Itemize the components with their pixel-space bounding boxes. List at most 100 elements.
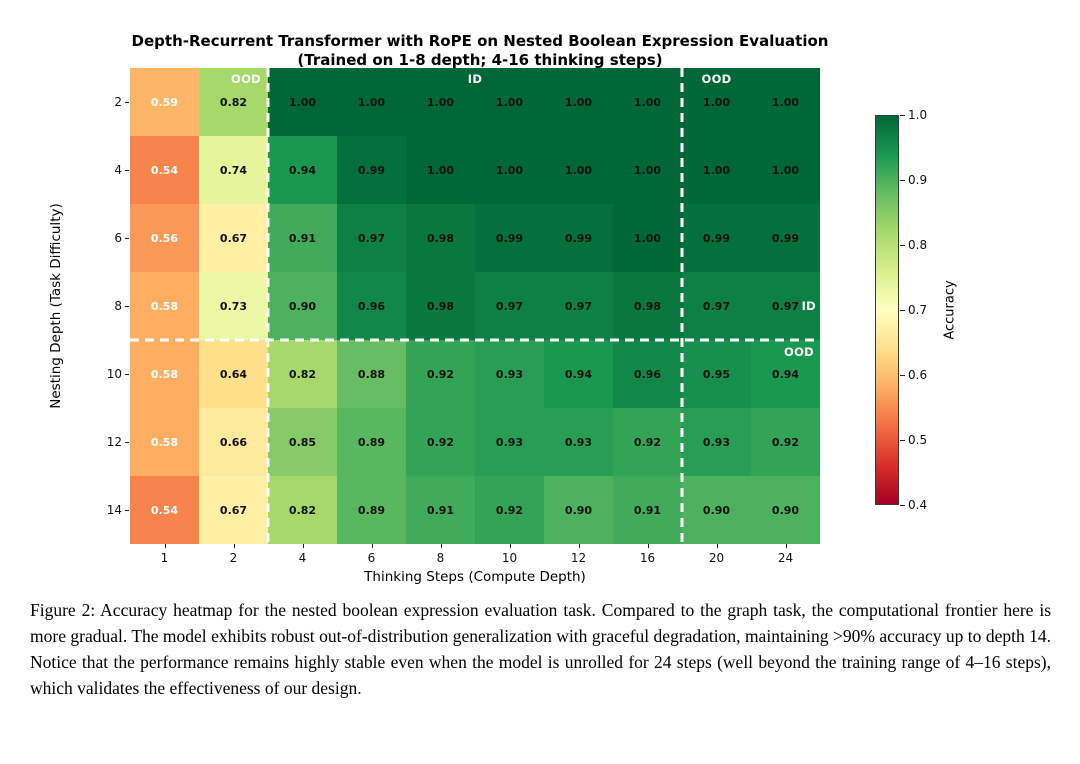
x-tick-mark <box>233 544 235 548</box>
y-tick-labels: 2 4 6 8 10 12 14 <box>82 68 122 544</box>
caption-text: Accuracy heatmap for the nested boolean … <box>30 600 1052 698</box>
colorbar-tick-label: 0.4 <box>908 498 928 512</box>
heatmap-cell: 0.99 <box>751 204 820 272</box>
accuracy-heatmap: 0.59 0.82 1.00 1.00 1.00 1.00 1.00 1.00 1.00 1.00… <box>130 68 820 544</box>
heatmap-cell: 0.73 <box>199 272 268 340</box>
colorbar-label: Accuracy <box>942 280 958 340</box>
heatmap-cell: 0.94 <box>544 340 613 408</box>
x-tick-labels: 1 2 4 6 8 10 12 16 20 24 <box>130 551 820 567</box>
x-tick-label: 1 <box>160 551 169 565</box>
heatmap-cell: 1.00 <box>544 68 613 136</box>
heatmap-cell: 0.97 <box>475 272 544 340</box>
chart-title: Depth-Recurrent Transformer with RoPE on… <box>132 32 829 70</box>
heatmap-cell: 0.82 <box>199 68 268 136</box>
x-tick-label: 6 <box>367 551 376 565</box>
heatmap-cell: 0.64 <box>199 340 268 408</box>
figure-caption: Figure 2: Accuracy heatmap for the neste… <box>30 597 1051 701</box>
heatmap-cell: 0.97 <box>544 272 613 340</box>
colorbar-tick-mark <box>900 375 905 376</box>
x-tick-label: 2 <box>229 551 238 565</box>
heatmap-cell: 0.92 <box>475 476 544 544</box>
heatmap-cell: 1.00 <box>268 68 337 136</box>
heatmap-cell: 0.74 <box>199 136 268 204</box>
heatmap-cell: 0.91 <box>268 204 337 272</box>
heatmap-cell: 0.94 <box>268 136 337 204</box>
colorbar-tick-label: 0.6 <box>908 368 928 382</box>
heatmap-cell: 0.67 <box>199 204 268 272</box>
heatmap-cell: 0.99 <box>475 204 544 272</box>
x-tick-label: 4 <box>298 551 307 565</box>
heatmap-cell: 0.92 <box>751 408 820 476</box>
heatmap-cell: 0.99 <box>682 204 751 272</box>
heatmap-cell: 0.89 <box>337 476 406 544</box>
x-tick-label: 10 <box>501 551 518 565</box>
heatmap-cell: 0.56 <box>130 204 199 272</box>
heatmap-cell: 0.90 <box>751 476 820 544</box>
heatmap-cell: 1.00 <box>751 136 820 204</box>
heatmap-cell: 0.97 <box>751 272 820 340</box>
heatmap-cell: 0.90 <box>682 476 751 544</box>
heatmap-cell: 0.93 <box>475 408 544 476</box>
y-tick-mark <box>125 374 129 375</box>
y-tick-label: 8 <box>114 299 122 313</box>
heatmap-cell: 1.00 <box>475 68 544 136</box>
x-tick-mark <box>164 544 166 548</box>
y-axis-label: Nesting Depth (Task Difficulty) <box>48 203 64 409</box>
colorbar-tick-mark <box>900 180 905 181</box>
heatmap-cell: 0.96 <box>613 340 682 408</box>
heatmap-cell: 0.93 <box>475 340 544 408</box>
colorbar-tick-label: 1.0 <box>908 108 928 122</box>
heatmap-cell: 0.90 <box>544 476 613 544</box>
heatmap-cell: 0.92 <box>406 408 475 476</box>
x-tick-mark <box>716 544 718 548</box>
heatmap-cell: 0.92 <box>613 408 682 476</box>
y-tick-label: 14 <box>106 503 122 517</box>
colorbar-tick-mark <box>900 310 905 311</box>
x-tick-label: 12 <box>570 551 587 565</box>
heatmap-cell: 0.58 <box>130 340 199 408</box>
heatmap-cell: 0.99 <box>337 136 406 204</box>
x-tick-mark <box>578 544 580 548</box>
heatmap-cell: 1.00 <box>544 136 613 204</box>
heatmap-cell: 0.98 <box>406 204 475 272</box>
heatmap-cell: 0.90 <box>268 272 337 340</box>
x-tick-label: 16 <box>639 551 656 565</box>
heatmap-cell: 1.00 <box>337 68 406 136</box>
heatmap-cell: 0.92 <box>406 340 475 408</box>
heatmap-cell: 0.97 <box>682 272 751 340</box>
heatmap-cell: 0.99 <box>544 204 613 272</box>
heatmap-cell: 0.82 <box>268 340 337 408</box>
heatmap-cell: 0.85 <box>268 408 337 476</box>
x-tick-label: 20 <box>708 551 725 565</box>
y-tick-mark <box>125 442 129 443</box>
heatmap-cell: 0.94 <box>751 340 820 408</box>
colorbar-tick-mark <box>900 245 905 246</box>
heatmap-cell: 1.00 <box>682 136 751 204</box>
caption-label: Figure 2: <box>30 600 96 620</box>
heatmap-cell: 0.54 <box>130 476 199 544</box>
x-axis-label: Thinking Steps (Compute Depth) <box>364 569 586 585</box>
chart-title-line2: (Trained on 1-8 depth; 4-16 thinking ste… <box>297 50 663 69</box>
heatmap-cell: 0.91 <box>406 476 475 544</box>
heatmap-cell: 0.98 <box>613 272 682 340</box>
colorbar-tick-mark <box>900 440 905 441</box>
heatmap-cell: 1.00 <box>751 68 820 136</box>
y-tick-mark <box>125 238 129 239</box>
heatmap-cell: 1.00 <box>613 136 682 204</box>
chart-title-line1: Depth-Recurrent Transformer with RoPE on… <box>131 32 829 50</box>
heatmap-cell: 0.89 <box>337 408 406 476</box>
x-tick-mark <box>371 544 373 548</box>
colorbar-tick-label: 0.8 <box>908 238 928 252</box>
heatmap-cell: 0.98 <box>406 272 475 340</box>
y-tick-label: 2 <box>114 95 122 109</box>
heatmap-cell: 0.54 <box>130 136 199 204</box>
heatmap-cell: 0.96 <box>337 272 406 340</box>
heatmap-cell: 1.00 <box>475 136 544 204</box>
x-tick-mark <box>440 544 442 548</box>
heatmap-cell: 0.82 <box>268 476 337 544</box>
colorbar-tick-label: 0.9 <box>908 173 928 187</box>
heatmap-cell: 0.58 <box>130 272 199 340</box>
colorbar-tick-mark <box>900 115 905 116</box>
heatmap-cell: 0.97 <box>337 204 406 272</box>
